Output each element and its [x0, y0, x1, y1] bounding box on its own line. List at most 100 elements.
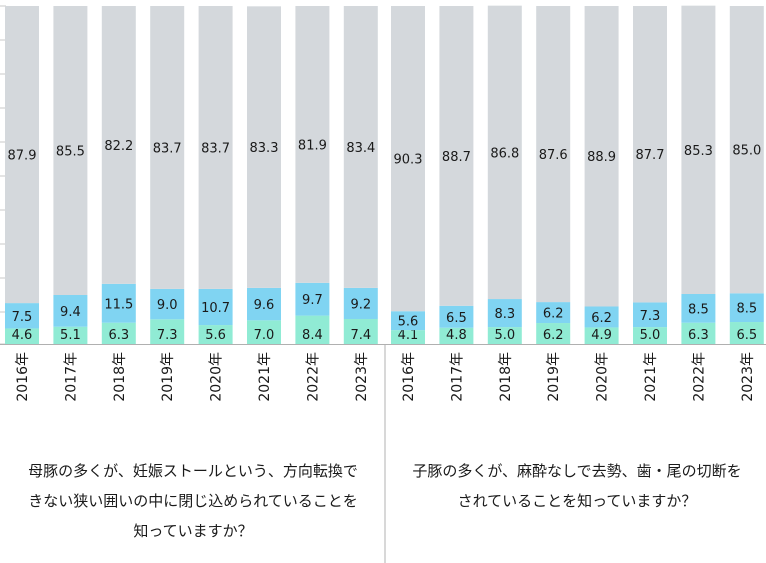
x-tick-label-c2-0: 2016年: [401, 352, 417, 402]
bar-c2-s3-1: [439, 6, 474, 306]
chart-2-caption: 子豚の多くが、麻酔なしで去勢、歯・尾の切断を されていることを知っていますか？: [388, 456, 766, 516]
data-label-c1-s2-7: 9.2: [350, 297, 371, 312]
data-label-c1-s1-2: 6.3: [108, 328, 129, 343]
bar-c1-s2-6: [295, 282, 330, 316]
bar-c1-s1-0: [5, 328, 39, 344]
chart-1-caption-line-3: 知っていますか？: [133, 522, 253, 540]
data-label-c2-s3-6: 85.3: [684, 144, 713, 159]
chart-1-caption: 母豚の多くが、妊娠ストールという、方向転換で きない狭い囲いの中に閉じ込められて…: [2, 456, 384, 546]
x-tick-label-c2-5: 2021年: [643, 352, 659, 402]
data-label-c1-s3-4: 83.7: [201, 141, 230, 156]
data-label-c2-s3-7: 85.0: [732, 144, 761, 159]
data-label-c2-s1-5: 5.0: [640, 328, 661, 343]
data-label-c1-s2-4: 10.7: [201, 301, 230, 316]
data-label-c1-s3-2: 82.2: [104, 139, 133, 154]
bar-c2-s3-7: [729, 6, 764, 294]
bar-c2-s3-4: [584, 6, 619, 307]
bar-c2-s1-4: [584, 327, 619, 344]
data-label-c1-s1-4: 5.6: [205, 328, 226, 343]
data-label-c1-s2-2: 11.5: [104, 297, 133, 312]
bar-c1-s2-1: [53, 294, 88, 327]
data-label-c1-s3-1: 85.5: [56, 144, 85, 159]
bar-c2-s3-5: [633, 6, 667, 303]
bar-c2-s1-5: [633, 327, 667, 344]
data-label-c1-s1-0: 4.6: [12, 328, 33, 343]
data-label-c2-s2-6: 8.5: [688, 302, 709, 317]
x-tick-label-c2-3: 2019年: [546, 352, 562, 402]
data-label-c1-s3-7: 83.4: [346, 141, 375, 156]
data-label-c1-s1-1: 5.1: [60, 328, 81, 343]
bar-c2-s3-3: [536, 6, 571, 303]
x-tick-label-c2-6: 2022年: [691, 352, 707, 402]
x-tick-label-c2-2: 2018年: [498, 352, 514, 402]
data-label-c2-s2-7: 8.5: [736, 302, 757, 317]
bar-c1-s3-2: [101, 6, 136, 284]
x-tick-label-c1-4: 2020年: [209, 352, 225, 402]
chart-2-caption-line-2: されていることを知っていますか？: [457, 492, 697, 510]
bar-c2-s2-2: [487, 299, 522, 328]
data-label-c2-s1-3: 6.2: [543, 328, 564, 343]
x-tick-label-c2-7: 2023年: [740, 352, 756, 402]
bar-c2-s1-3: [536, 323, 571, 344]
bar-c1-s3-3: [150, 6, 185, 289]
x-tick-label-c1-3: 2019年: [160, 352, 176, 402]
data-label-c2-s1-2: 5.0: [494, 328, 515, 343]
bar-c2-s1-1: [439, 327, 474, 344]
x-tick-label-c1-5: 2021年: [257, 352, 273, 402]
bar-c1-s3-0: [5, 6, 39, 304]
bar-c2-s2-3: [536, 302, 571, 324]
bar-c1-s2-0: [5, 303, 39, 329]
bar-c1-s3-7: [343, 6, 378, 288]
data-label-c2-s3-4: 88.9: [587, 150, 616, 165]
data-label-c2-s1-0: 4.1: [398, 328, 419, 343]
bar-c1-s1-7: [343, 318, 378, 344]
data-label-c2-s3-2: 86.8: [490, 146, 519, 161]
bar-c2-s3-0: [391, 6, 425, 312]
chart-1-caption-line-2: きない狭い囲いの中に閉じ込められていることを: [28, 492, 358, 510]
x-tick-label-c1-0: 2016年: [15, 352, 31, 402]
data-label-c2-s2-3: 6.2: [543, 307, 564, 322]
data-label-c2-s3-0: 90.3: [394, 153, 423, 168]
x-tick-label-c1-2: 2018年: [112, 352, 128, 402]
bar-c2-s3-2: [487, 5, 522, 300]
bar-c2-s2-1: [439, 305, 474, 328]
bar-c2-s3-6: [681, 5, 716, 294]
data-label-c1-s2-1: 9.4: [60, 305, 81, 320]
bar-c1-s1-6: [295, 315, 330, 344]
data-label-c2-s1-6: 6.3: [688, 328, 709, 343]
bar-c1-s1-1: [53, 326, 88, 344]
data-label-c1-s1-7: 7.4: [350, 328, 371, 343]
bar-c1-s3-6: [295, 6, 330, 283]
data-label-c1-s3-6: 81.9: [298, 138, 327, 153]
chart-2-caption-line-1: 子豚の多くが、麻酔なしで去勢、歯・尾の切断を: [412, 462, 742, 480]
data-label-c2-s2-0: 5.6: [398, 315, 419, 330]
x-tick-label-c1-7: 2023年: [354, 352, 370, 402]
data-label-c1-s1-3: 7.3: [157, 328, 178, 343]
bar-c2-s2-6: [681, 293, 716, 323]
data-label-c1-s3-0: 87.9: [8, 149, 37, 164]
data-label-c1-s2-6: 9.7: [302, 293, 323, 308]
data-label-c2-s3-3: 87.6: [539, 148, 568, 163]
x-tick-label-c1-1: 2017年: [63, 352, 79, 402]
data-label-c2-s2-4: 6.2: [591, 311, 612, 326]
bar-c2-s1-0: [391, 330, 425, 344]
data-label-c1-s1-5: 7.0: [254, 328, 275, 343]
bar-c2-s1-6: [681, 322, 716, 344]
data-label-c2-s2-1: 6.5: [446, 311, 467, 326]
bar-c2-s2-7: [729, 293, 764, 323]
chart-1-caption-line-1: 母豚の多くが、妊娠ストールという、方向転換で: [28, 462, 358, 480]
data-label-c2-s2-2: 8.3: [494, 307, 515, 322]
bar-c2-s1-7: [729, 322, 764, 344]
bar-c1-s3-5: [247, 6, 281, 288]
data-label-c2-s2-5: 7.3: [640, 309, 661, 324]
bar-c1-s2-4: [198, 288, 233, 326]
x-tick-label-c1-6: 2022年: [305, 352, 321, 402]
data-label-c1-s2-0: 7.5: [12, 310, 33, 325]
bar-c1-s2-7: [343, 287, 378, 319]
x-tick-label-c2-1: 2017年: [449, 352, 465, 402]
bar-c1-s2-5: [247, 287, 281, 321]
bar-c2-s2-4: [584, 306, 619, 328]
data-label-c1-s2-3: 9.0: [157, 298, 178, 313]
bar-c1-s3-1: [53, 6, 88, 295]
